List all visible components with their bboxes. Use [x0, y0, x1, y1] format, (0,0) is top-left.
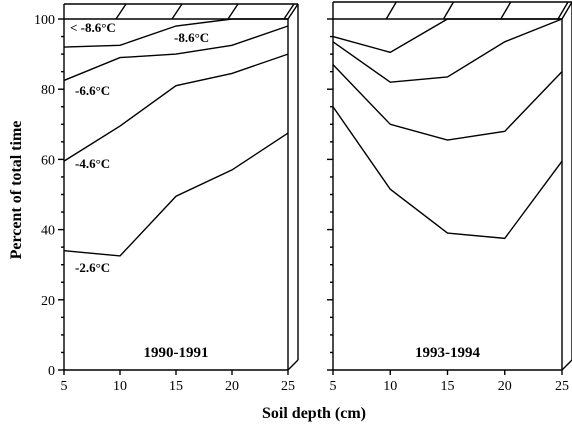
y-tick-label: 100: [34, 13, 55, 28]
x-tick-label: 25: [555, 379, 569, 394]
top-band-tick: [283, 3, 295, 20]
top-band-tick: [500, 1, 512, 20]
x-tick-label: 15: [441, 379, 455, 394]
panel-title: 1993-1994: [415, 345, 480, 361]
series-label: < -8.6°C: [70, 20, 116, 35]
y-tick-label: 20: [41, 294, 55, 309]
series-line: [332, 64, 563, 141]
x-tick-label: 10: [383, 379, 397, 394]
top-band-tick: [442, 1, 455, 20]
series-line: [63, 132, 289, 257]
x-axis-title: Soil depth (cm): [262, 405, 366, 422]
series-line: [63, 25, 289, 82]
right-band-bottom: [561, 359, 572, 371]
y-tick-label: 40: [41, 224, 55, 239]
x-tick-label: 25: [281, 379, 295, 394]
panel-title: 1990-1991: [144, 345, 209, 361]
panel-2: 5 10 15 20 25 1993-1994: [327, 1, 572, 394]
series-label: -8.6°C: [174, 30, 209, 45]
top-band-tick: [171, 3, 183, 20]
top-right-corner: [287, 3, 299, 20]
series-label: -4.6°C: [75, 156, 110, 171]
y-tick-label: 60: [41, 153, 55, 168]
y-tick-label: 80: [41, 83, 55, 98]
y-axis-title: Percent of total time: [8, 121, 25, 260]
x-tick-label: 10: [113, 379, 127, 394]
plot-layer: 0 20 40 60 80 100 5 10 15 20 25 < -8.6°C -8.6°C -6.6°…: [34, 1, 572, 394]
series-line: [332, 18, 562, 54]
x-tick-label: 5: [330, 379, 337, 394]
series-line: [63, 53, 289, 162]
top-band-tick: [227, 3, 239, 20]
top-band-tick: [385, 1, 397, 20]
right-band-bottom: [287, 359, 299, 371]
x-tick-label: 5: [61, 379, 68, 394]
x-tick-label: 20: [225, 379, 239, 394]
series-label: -2.6°C: [75, 260, 110, 275]
x-tick-label: 15: [169, 379, 183, 394]
y-tick-label: 0: [48, 364, 55, 379]
top-right-corner: [561, 1, 572, 20]
top-band-tick: [115, 3, 127, 20]
top-band-tick: [557, 1, 569, 20]
series-line: [63, 18, 288, 48]
series-line: [332, 106, 563, 240]
series-line: [332, 18, 563, 83]
series-label: -6.6°C: [75, 83, 110, 98]
x-tick-label: 20: [498, 379, 512, 394]
panel-1: 0 20 40 60 80 100 5 10 15 20 25 < -8.6°C -8.6°C -6.6°…: [34, 3, 299, 394]
